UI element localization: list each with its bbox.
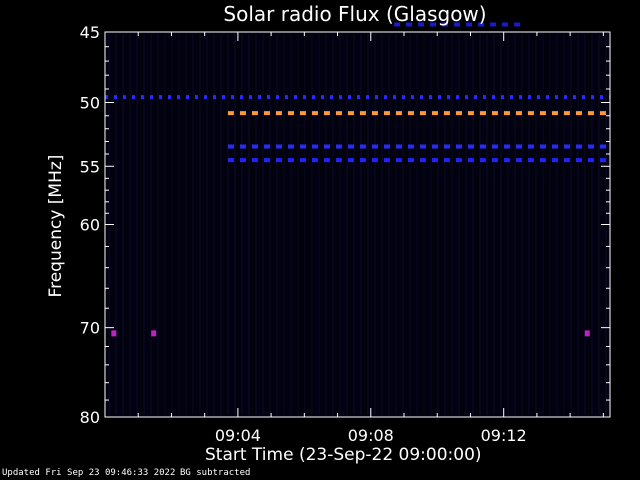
background-streak: [339, 34, 341, 415]
background-streak: [549, 34, 551, 415]
background-streaks: [108, 34, 607, 415]
background-streak: [206, 34, 208, 415]
background-streak: [479, 34, 481, 415]
background-streak: [430, 34, 432, 415]
background-streak: [185, 34, 187, 415]
background-streak: [171, 34, 173, 415]
background-streak: [283, 34, 285, 415]
background-streak: [514, 34, 516, 415]
background-streak: [458, 34, 460, 415]
background-streak: [136, 34, 138, 415]
background-streak: [591, 34, 593, 415]
background-streak: [332, 34, 334, 415]
background-streak: [437, 34, 439, 415]
x-tick-label: 09:04: [215, 426, 261, 445]
background-streak: [297, 34, 299, 415]
x-tick-label: 09:12: [481, 426, 527, 445]
background-streak: [241, 34, 243, 415]
chart-title: Solar radio Flux (Glasgow): [223, 2, 487, 26]
background-streak: [598, 34, 600, 415]
background-streak: [276, 34, 278, 415]
background-streak: [472, 34, 474, 415]
background-streak: [290, 34, 292, 415]
y-axis-ticks: 45 50 55 60 70 80: [80, 23, 610, 427]
background-streak: [164, 34, 166, 415]
background-streak: [381, 34, 383, 415]
background-streak: [255, 34, 257, 415]
background-streak: [150, 34, 152, 415]
background-streak: [493, 34, 495, 415]
background-streak: [444, 34, 446, 415]
background-streak: [115, 34, 117, 415]
emission-spot: [584, 330, 590, 337]
background-streak: [227, 34, 229, 415]
y-tick-label: 50: [80, 94, 100, 113]
background-streak: [500, 34, 502, 415]
emission-spot: [151, 330, 157, 337]
background-streak: [465, 34, 467, 415]
background-streak: [360, 34, 362, 415]
background-streak: [416, 34, 418, 415]
background-streak: [563, 34, 565, 415]
x-axis-label: Start Time (23-Sep-22 09:00:00): [205, 445, 482, 465]
emission-spots: [111, 330, 590, 337]
background-streak: [157, 34, 159, 415]
background-streak: [395, 34, 397, 415]
background-streak: [535, 34, 537, 415]
background-streak: [353, 34, 355, 415]
background-streak: [570, 34, 572, 415]
background-streak: [577, 34, 579, 415]
background-streak: [192, 34, 194, 415]
background-streak: [199, 34, 201, 415]
background-streak: [528, 34, 530, 415]
background-streak: [542, 34, 544, 415]
y-tick-label: 80: [80, 408, 100, 427]
y-tick-label: 45: [80, 23, 100, 42]
background-streak: [220, 34, 222, 415]
background-streak: [423, 34, 425, 415]
x-tick-label: 09:08: [348, 426, 394, 445]
emission-spot: [111, 330, 117, 337]
background-streak: [213, 34, 215, 415]
background-streak: [269, 34, 271, 415]
y-tick-label: 60: [80, 216, 100, 235]
background-streak: [409, 34, 411, 415]
background-streak: [556, 34, 558, 415]
background-streak: [318, 34, 320, 415]
background-streak: [521, 34, 523, 415]
bg-subtracted-note: BG subtracted: [180, 468, 251, 478]
background-streak: [367, 34, 369, 415]
background-streak: [262, 34, 264, 415]
background-streak: [248, 34, 250, 415]
background-streak: [374, 34, 376, 415]
background-streak: [311, 34, 313, 415]
background-streak: [234, 34, 236, 415]
background-streak: [143, 34, 145, 415]
x-axis-ticks: 09:04 09:08 09:12: [137, 32, 604, 445]
background-streak: [451, 34, 453, 415]
background-streak: [584, 34, 586, 415]
emission-bands: [105, 22, 610, 163]
updated-timestamp: Updated Fri Sep 23 09:46:33 2022: [2, 468, 176, 478]
y-tick-label: 70: [80, 319, 100, 338]
background-streak: [178, 34, 180, 415]
background-streak: [325, 34, 327, 415]
background-streak: [129, 34, 131, 415]
background-streak: [388, 34, 390, 415]
y-axis-label: Frequency [MHz]: [46, 154, 66, 298]
background-streak: [507, 34, 509, 415]
background-streak: [402, 34, 404, 415]
background-streak: [122, 34, 124, 415]
background-streak: [304, 34, 306, 415]
y-tick-label: 55: [80, 157, 100, 176]
plot-area: [105, 32, 610, 417]
background-streak: [346, 34, 348, 415]
background-streak: [486, 34, 488, 415]
